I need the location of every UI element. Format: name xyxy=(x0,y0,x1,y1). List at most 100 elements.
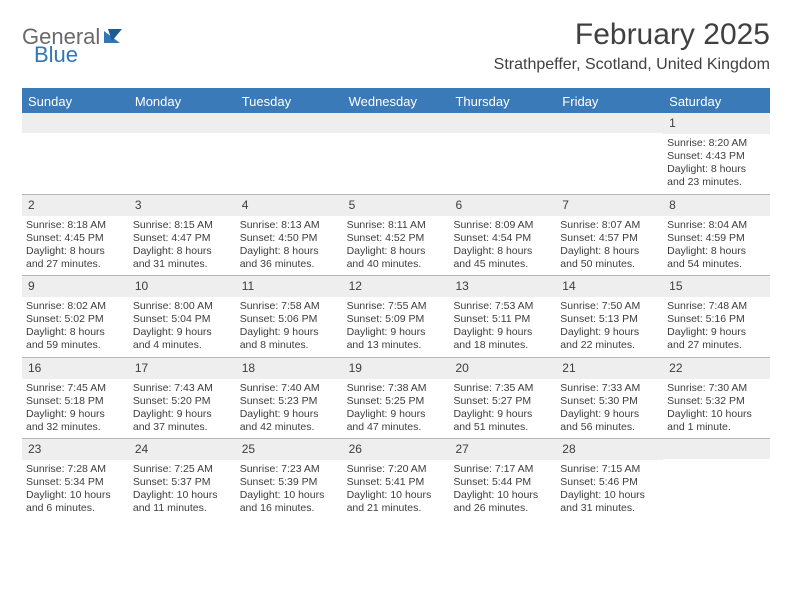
day-cell: 26Sunrise: 7:20 AMSunset: 5:41 PMDayligh… xyxy=(343,439,450,520)
day-body: Sunrise: 7:48 AMSunset: 5:16 PMDaylight:… xyxy=(663,297,770,357)
day-cell: 16Sunrise: 7:45 AMSunset: 5:18 PMDayligh… xyxy=(22,358,129,439)
daylight-text: Daylight: 10 hours and 26 minutes. xyxy=(453,489,550,515)
day-cell: 7Sunrise: 8:07 AMSunset: 4:57 PMDaylight… xyxy=(556,195,663,276)
day-number: 10 xyxy=(129,276,236,297)
day-cell xyxy=(556,113,663,194)
day-body: Sunrise: 8:20 AMSunset: 4:43 PMDaylight:… xyxy=(663,134,770,194)
day-cell: 19Sunrise: 7:38 AMSunset: 5:25 PMDayligh… xyxy=(343,358,450,439)
day-cell: 9Sunrise: 8:02 AMSunset: 5:02 PMDaylight… xyxy=(22,276,129,357)
day-body: Sunrise: 8:18 AMSunset: 4:45 PMDaylight:… xyxy=(22,216,129,276)
day-header-mon: Monday xyxy=(129,90,236,113)
daylight-text: Daylight: 8 hours and 54 minutes. xyxy=(667,245,764,271)
day-number: 26 xyxy=(343,439,450,460)
day-cell: 21Sunrise: 7:33 AMSunset: 5:30 PMDayligh… xyxy=(556,358,663,439)
daylight-text: Daylight: 8 hours and 59 minutes. xyxy=(26,326,123,352)
day-number: 12 xyxy=(343,276,450,297)
calendar: Sunday Monday Tuesday Wednesday Thursday… xyxy=(22,88,770,520)
day-body: Sunrise: 8:09 AMSunset: 4:54 PMDaylight:… xyxy=(449,216,556,276)
sunrise-text: Sunrise: 7:40 AM xyxy=(240,382,337,395)
day-cell xyxy=(663,439,770,520)
day-body: Sunrise: 7:30 AMSunset: 5:32 PMDaylight:… xyxy=(663,379,770,439)
day-body: Sunrise: 7:40 AMSunset: 5:23 PMDaylight:… xyxy=(236,379,343,439)
day-header-sun: Sunday xyxy=(22,90,129,113)
sunrise-text: Sunrise: 7:30 AM xyxy=(667,382,764,395)
daylight-text: Daylight: 9 hours and 37 minutes. xyxy=(133,408,230,434)
sunrise-text: Sunrise: 7:38 AM xyxy=(347,382,444,395)
day-number xyxy=(343,113,450,133)
day-number: 3 xyxy=(129,195,236,216)
day-body: Sunrise: 8:11 AMSunset: 4:52 PMDaylight:… xyxy=(343,216,450,276)
day-cell xyxy=(129,113,236,194)
day-body: Sunrise: 7:15 AMSunset: 5:46 PMDaylight:… xyxy=(556,460,663,520)
day-cell: 25Sunrise: 7:23 AMSunset: 5:39 PMDayligh… xyxy=(236,439,343,520)
daylight-text: Daylight: 9 hours and 47 minutes. xyxy=(347,408,444,434)
day-number: 21 xyxy=(556,358,663,379)
sunrise-text: Sunrise: 8:02 AM xyxy=(26,300,123,313)
day-body: Sunrise: 7:23 AMSunset: 5:39 PMDaylight:… xyxy=(236,460,343,520)
sunset-text: Sunset: 5:25 PM xyxy=(347,395,444,408)
day-header-row: Sunday Monday Tuesday Wednesday Thursday… xyxy=(22,90,770,113)
sunrise-text: Sunrise: 7:17 AM xyxy=(453,463,550,476)
sunrise-text: Sunrise: 8:13 AM xyxy=(240,219,337,232)
sunset-text: Sunset: 4:59 PM xyxy=(667,232,764,245)
weeks-container: 1Sunrise: 8:20 AMSunset: 4:43 PMDaylight… xyxy=(22,113,770,520)
day-body: Sunrise: 7:43 AMSunset: 5:20 PMDaylight:… xyxy=(129,379,236,439)
sunset-text: Sunset: 5:37 PM xyxy=(133,476,230,489)
day-body: Sunrise: 8:00 AMSunset: 5:04 PMDaylight:… xyxy=(129,297,236,357)
day-cell: 14Sunrise: 7:50 AMSunset: 5:13 PMDayligh… xyxy=(556,276,663,357)
day-body: Sunrise: 8:07 AMSunset: 4:57 PMDaylight:… xyxy=(556,216,663,276)
day-cell: 1Sunrise: 8:20 AMSunset: 4:43 PMDaylight… xyxy=(663,113,770,194)
sunrise-text: Sunrise: 8:00 AM xyxy=(133,300,230,313)
day-number: 23 xyxy=(22,439,129,460)
day-number: 17 xyxy=(129,358,236,379)
day-cell: 5Sunrise: 8:11 AMSunset: 4:52 PMDaylight… xyxy=(343,195,450,276)
sunrise-text: Sunrise: 7:48 AM xyxy=(667,300,764,313)
day-cell: 8Sunrise: 8:04 AMSunset: 4:59 PMDaylight… xyxy=(663,195,770,276)
day-body: Sunrise: 7:58 AMSunset: 5:06 PMDaylight:… xyxy=(236,297,343,357)
day-number: 25 xyxy=(236,439,343,460)
day-body: Sunrise: 7:38 AMSunset: 5:25 PMDaylight:… xyxy=(343,379,450,439)
daylight-text: Daylight: 10 hours and 1 minute. xyxy=(667,408,764,434)
day-cell: 4Sunrise: 8:13 AMSunset: 4:50 PMDaylight… xyxy=(236,195,343,276)
day-cell xyxy=(22,113,129,194)
sunrise-text: Sunrise: 7:53 AM xyxy=(453,300,550,313)
day-cell: 15Sunrise: 7:48 AMSunset: 5:16 PMDayligh… xyxy=(663,276,770,357)
day-cell: 18Sunrise: 7:40 AMSunset: 5:23 PMDayligh… xyxy=(236,358,343,439)
daylight-text: Daylight: 8 hours and 31 minutes. xyxy=(133,245,230,271)
sunrise-text: Sunrise: 8:20 AM xyxy=(667,137,764,150)
day-cell: 3Sunrise: 8:15 AMSunset: 4:47 PMDaylight… xyxy=(129,195,236,276)
sunset-text: Sunset: 5:32 PM xyxy=(667,395,764,408)
day-body: Sunrise: 7:28 AMSunset: 5:34 PMDaylight:… xyxy=(22,460,129,520)
week-row: 9Sunrise: 8:02 AMSunset: 5:02 PMDaylight… xyxy=(22,276,770,358)
day-header-thu: Thursday xyxy=(449,90,556,113)
sunrise-text: Sunrise: 7:20 AM xyxy=(347,463,444,476)
day-number: 2 xyxy=(22,195,129,216)
sunset-text: Sunset: 5:04 PM xyxy=(133,313,230,326)
day-number: 15 xyxy=(663,276,770,297)
sunset-text: Sunset: 5:41 PM xyxy=(347,476,444,489)
day-cell: 28Sunrise: 7:15 AMSunset: 5:46 PMDayligh… xyxy=(556,439,663,520)
day-cell: 2Sunrise: 8:18 AMSunset: 4:45 PMDaylight… xyxy=(22,195,129,276)
sunset-text: Sunset: 5:11 PM xyxy=(453,313,550,326)
day-number: 13 xyxy=(449,276,556,297)
day-number xyxy=(449,113,556,133)
daylight-text: Daylight: 9 hours and 27 minutes. xyxy=(667,326,764,352)
sunset-text: Sunset: 5:20 PM xyxy=(133,395,230,408)
sunrise-text: Sunrise: 8:09 AM xyxy=(453,219,550,232)
day-number xyxy=(556,113,663,133)
day-number: 28 xyxy=(556,439,663,460)
day-body: Sunrise: 8:04 AMSunset: 4:59 PMDaylight:… xyxy=(663,216,770,276)
day-body: Sunrise: 7:35 AMSunset: 5:27 PMDaylight:… xyxy=(449,379,556,439)
sunrise-text: Sunrise: 8:11 AM xyxy=(347,219,444,232)
day-header-sat: Saturday xyxy=(663,90,770,113)
daylight-text: Daylight: 8 hours and 40 minutes. xyxy=(347,245,444,271)
day-cell: 12Sunrise: 7:55 AMSunset: 5:09 PMDayligh… xyxy=(343,276,450,357)
daylight-text: Daylight: 9 hours and 56 minutes. xyxy=(560,408,657,434)
day-number: 5 xyxy=(343,195,450,216)
sunrise-text: Sunrise: 7:23 AM xyxy=(240,463,337,476)
day-number: 6 xyxy=(449,195,556,216)
day-cell: 27Sunrise: 7:17 AMSunset: 5:44 PMDayligh… xyxy=(449,439,556,520)
day-body: Sunrise: 7:55 AMSunset: 5:09 PMDaylight:… xyxy=(343,297,450,357)
daylight-text: Daylight: 9 hours and 22 minutes. xyxy=(560,326,657,352)
day-cell xyxy=(343,113,450,194)
